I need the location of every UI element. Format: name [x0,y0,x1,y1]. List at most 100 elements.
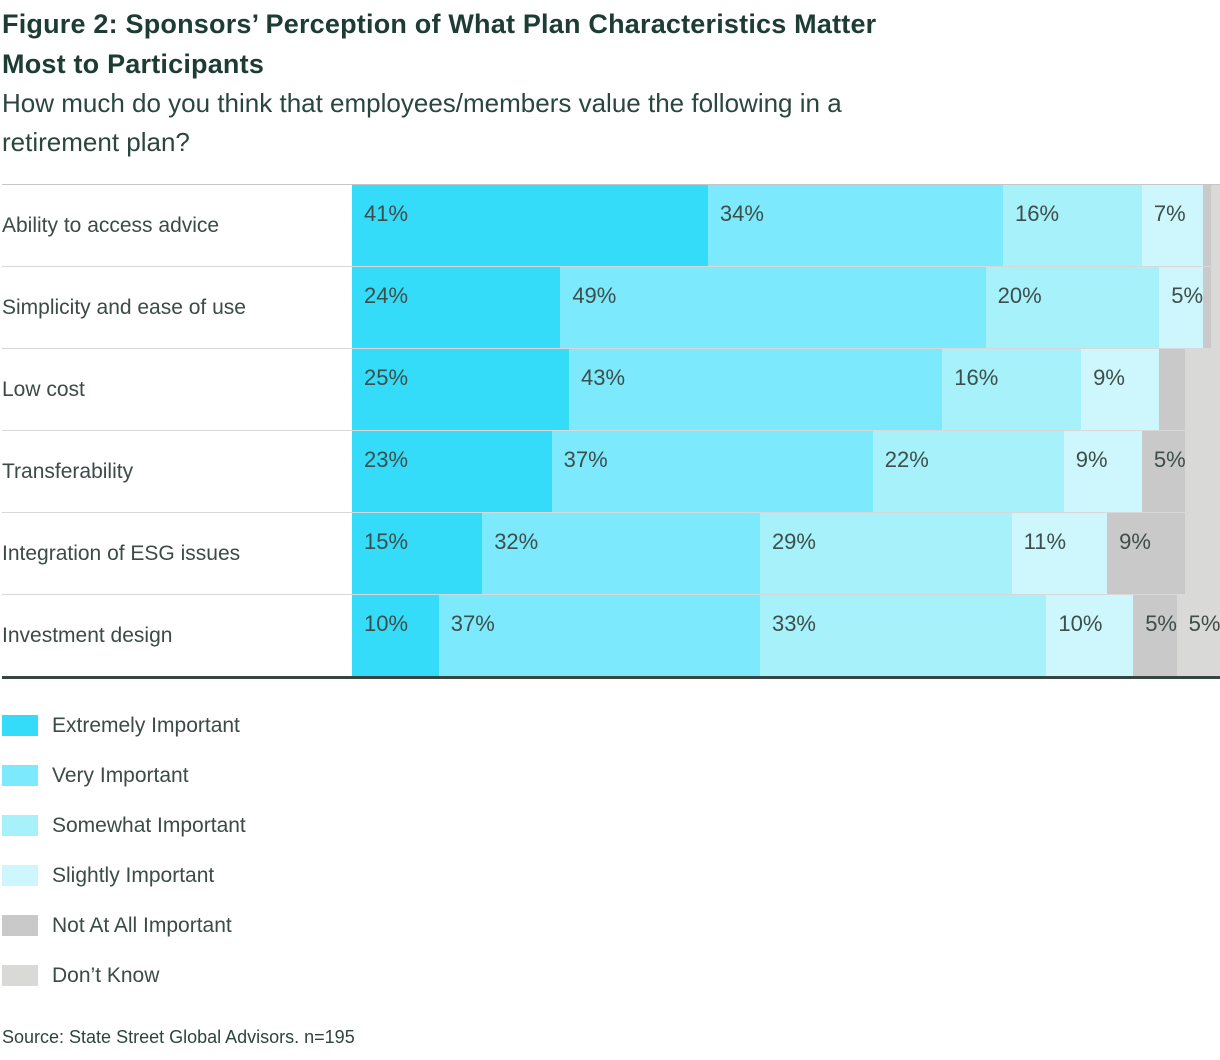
bar-segment-extremely-important: 23% [352,431,552,512]
bar-segment-somewhat-important: 22% [872,431,1064,512]
segment-value-label: 41% [364,201,409,226]
bar-segment-not-at-all-important [1159,349,1186,430]
segment-value-label: 49% [572,283,617,308]
segment-value-label: 7% [1153,201,1186,226]
legend-swatch-icon [2,815,38,836]
segment-value-label: 25% [364,365,409,390]
segment-value-label: 5% [1171,283,1204,308]
bar-track: 41% 34% 16% 7% [352,185,1220,266]
bar-segment-extremely-important: 24% [352,267,561,348]
segment-value-label: 5% [1153,447,1186,472]
source-note: Source: State Street Global Advisors. n=… [2,1027,355,1047]
bar-segment-slightly-important: 10% [1046,595,1134,676]
segment-value-label: 43% [581,365,626,390]
bar-track: 23% 37% 22% 9% 5% [352,431,1220,512]
bar-segment-not-at-all-important: 5% [1133,595,1177,676]
figure-subtitle-line-1: How much do you think that employees/mem… [2,88,842,118]
segment-value-label: 22% [884,447,929,472]
segment-value-label: 29% [771,529,816,554]
legend-item-don-t-know: Don’t Know [2,963,1220,987]
bar-segment-slightly-important: 7% [1141,185,1203,266]
bar-segment-very-important: 43% [569,349,943,430]
category-label: Investment design [2,623,173,647]
chart-row-simplicity-and-ease-of-use: Simplicity and ease of use 24% 49% 20% 5% [2,267,1220,349]
bar-segment-not-at-all-important [1202,267,1212,348]
legend-item-extremely-important: Extremely Important [2,713,1220,737]
bar-segment-very-important: 37% [551,431,873,512]
bar-segment-slightly-important: 5% [1159,267,1204,348]
bar-track: 25% 43% 16% 9% [352,349,1220,430]
legend-item-not-at-all-important: Not At All Important [2,913,1220,937]
segment-value-label: 10% [1058,611,1103,636]
segment-value-label: 11% [1023,529,1067,554]
legend-label: Don’t Know [52,963,160,987]
bar-segment-somewhat-important: 16% [1002,185,1142,266]
segment-value-label: 5% [1145,611,1177,636]
bar-segment-very-important: 49% [560,267,986,348]
segment-value-label: 16% [954,365,999,390]
bar-segment-somewhat-important: 33% [759,595,1047,676]
segment-value-label: 15% [364,529,409,554]
legend-label: Not At All Important [52,913,232,937]
segment-value-label: 33% [771,611,816,636]
bar-segment-extremely-important: 25% [352,349,569,430]
bar-segment-extremely-important: 41% [352,185,708,266]
segment-value-label: 23% [364,447,409,472]
legend-swatch-icon [2,715,38,736]
bar-track: 10% 37% 33% 10% 5% 5% [352,595,1220,676]
legend-label: Very Important [52,763,189,787]
segment-value-label: 37% [450,611,495,636]
bar-segment-somewhat-important: 20% [985,267,1160,348]
bar-segment-extremely-important: 10% [352,595,439,676]
bar-segment-slightly-important: 9% [1063,431,1142,512]
bar-segment-somewhat-important: 16% [942,349,1082,430]
legend-label: Somewhat Important [52,813,246,837]
category-label: Ability to access advice [2,213,220,237]
figure-subtitle: How much do you think that employees/mem… [2,84,1220,162]
chart-row-low-cost: Low cost 25% 43% 16% 9% [2,349,1220,431]
legend-item-very-important: Very Important [2,763,1220,787]
segment-value-label: 9% [1075,447,1108,472]
bar-segment-don-t-know [1211,185,1220,266]
figure-title: Figure 2: Sponsors’ Perception of What P… [2,4,1220,84]
segment-value-label: 20% [997,283,1042,308]
bar-track: 15% 32% 29% 11% 9% [352,513,1220,594]
segment-value-label: 9% [1093,365,1125,390]
chart-row-transferability: Transferability 23% 37% 22% 9% 5% [2,431,1220,513]
segment-value-label: 32% [494,529,539,554]
bar-segment-don-t-know: 5% [1176,595,1220,676]
category-label: Transferability [2,459,134,483]
bar-segment-not-at-all-important [1202,185,1212,266]
chart-row-investment-design: Investment design 10% 37% 33% 10% 5% 5% [2,595,1220,676]
bar-track: 24% 49% 20% 5% [352,267,1220,348]
bar-segment-extremely-important: 15% [352,513,483,594]
bar-segment-somewhat-important: 29% [759,513,1012,594]
category-label: Low cost [2,377,85,401]
legend-label: Slightly Important [52,863,215,887]
segment-value-label: 10% [364,611,409,636]
legend-swatch-icon [2,965,38,986]
chart-row-integration-of-esg-issues: Integration of ESG issues 15% 32% 29% 11% 9% [2,513,1220,595]
stacked-bar-chart: Ability to access advice 41% 34% 16% 7% Simpl… [2,184,1220,679]
segment-value-label: 37% [563,447,608,472]
bar-segment-don-t-know [1185,349,1220,430]
chart-legend: Extremely Important Very Important Somewha… [2,713,1220,987]
segment-value-label: 9% [1119,529,1151,554]
bar-segment-not-at-all-important: 9% [1107,513,1186,594]
segment-value-label: 24% [364,283,409,308]
figure-title-line-1: Figure 2: Sponsors’ Perception of What P… [2,9,877,39]
legend-swatch-icon [2,765,38,786]
category-label: Integration of ESG issues [2,541,241,565]
figure-subtitle-line-2: retirement plan? [2,127,190,157]
bar-segment-don-t-know [1211,267,1220,348]
segment-value-label: 5% [1188,611,1220,636]
bar-segment-very-important: 32% [482,513,760,594]
bar-segment-don-t-know [1185,431,1220,512]
segment-value-label: 16% [1014,201,1060,226]
legend-swatch-icon [2,865,38,886]
figure-title-line-2: Most to Participants [2,49,265,79]
legend-label: Extremely Important [52,713,240,737]
bar-segment-slightly-important: 11% [1011,513,1108,594]
bar-segment-not-at-all-important: 5% [1141,431,1186,512]
